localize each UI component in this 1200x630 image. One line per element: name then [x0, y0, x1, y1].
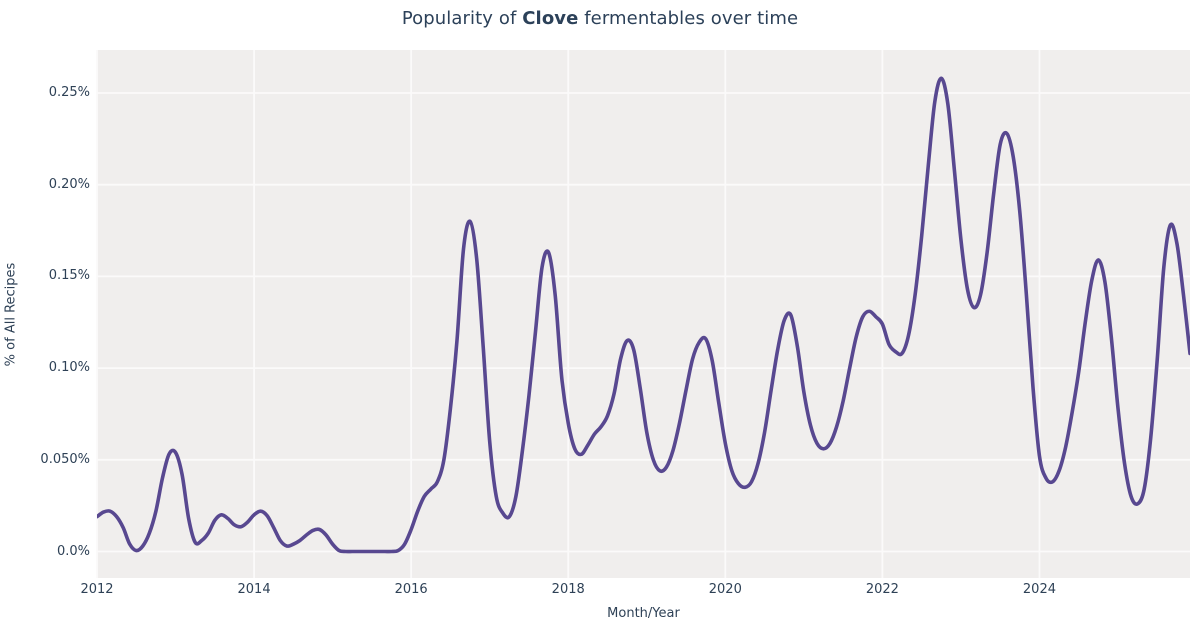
- chart-title: Popularity of Clove fermentables over ti…: [0, 8, 1200, 29]
- y-tick-label: 0.25%: [48, 85, 90, 100]
- x-tick-label: 2020: [708, 582, 742, 597]
- y-tick-label: 0.15%: [48, 268, 90, 284]
- y-axis-title: % of All Recipes: [3, 262, 19, 367]
- chart-title-suffix: fermentables over time: [578, 8, 799, 29]
- x-tick-label: 2024: [1022, 582, 1056, 597]
- x-tick-label: 2018: [551, 582, 585, 597]
- clove-trend-line: [97, 76, 1190, 554]
- y-tick-label: 0.0%: [56, 543, 90, 559]
- x-tick-label: 2022: [865, 582, 899, 597]
- x-axis-title: Month/Year: [607, 606, 680, 621]
- y-tick-label: 0.20%: [48, 176, 90, 192]
- y-tick-label: 0.10%: [48, 360, 90, 376]
- x-tick-label: 2012: [80, 582, 114, 597]
- y-tick-label: 0.050%: [40, 451, 90, 467]
- chart-title-prefix: Popularity of: [401, 8, 523, 29]
- x-tick-label: 2016: [394, 582, 428, 597]
- x-tick-label: 2014: [237, 582, 271, 597]
- chart-title-highlight: Clove: [522, 8, 579, 29]
